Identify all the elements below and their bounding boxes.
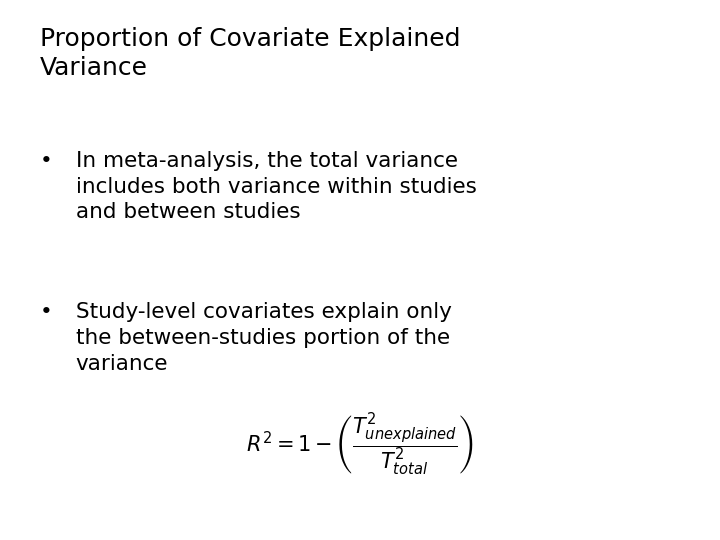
Text: Proportion of Covariate Explained
Variance: Proportion of Covariate Explained Varian… bbox=[40, 27, 460, 80]
Text: Study-level covariates explain only
the between-studies portion of the
variance: Study-level covariates explain only the … bbox=[76, 302, 451, 374]
Text: $R^2 = 1 - \left(\dfrac{T^2_{unexplained}}{T^2_{total}}\right)$: $R^2 = 1 - \left(\dfrac{T^2_{unexplained… bbox=[246, 412, 474, 478]
Text: •: • bbox=[40, 151, 53, 171]
Text: In meta-analysis, the total variance
includes both variance within studies
and b: In meta-analysis, the total variance inc… bbox=[76, 151, 477, 222]
Text: •: • bbox=[40, 302, 53, 322]
